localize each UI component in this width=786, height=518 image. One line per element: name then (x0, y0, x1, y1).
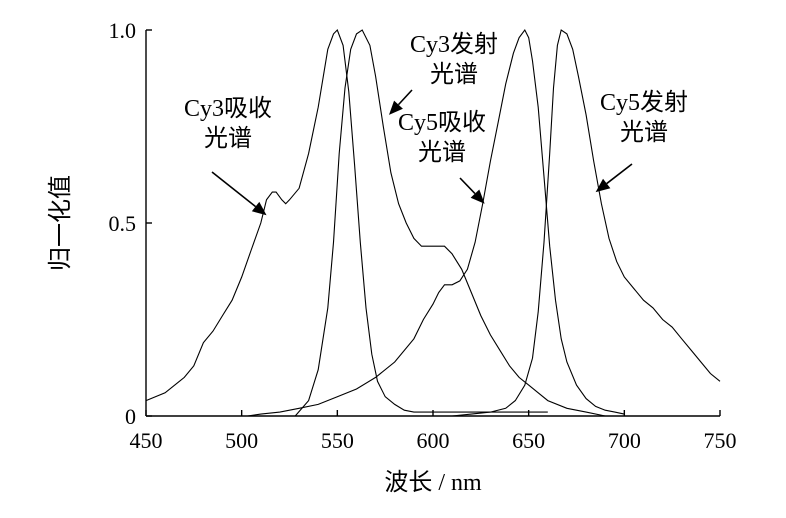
annotation-arrow-line (211, 171, 257, 208)
annotation-arrow-head (251, 201, 267, 216)
x-tick-label: 650 (512, 428, 545, 453)
annotation-label: 光谱 (204, 125, 252, 152)
y-tick-label: 1.0 (109, 18, 137, 43)
x-tick-label: 500 (225, 428, 258, 453)
annotation-arrow-head (595, 178, 611, 193)
x-tick-label: 600 (417, 428, 450, 453)
curve-1 (145, 28, 548, 413)
annotation-label: 光谱 (620, 119, 668, 146)
y-axis-title: 归一化值 (47, 175, 74, 271)
x-tick-label: 700 (608, 428, 641, 453)
annotation-label: Cy5发射 (600, 89, 688, 116)
annotation-arrow-line (606, 163, 633, 185)
annotation-label: 光谱 (430, 61, 478, 88)
x-tick-label: 450 (130, 428, 163, 453)
curve-2 (294, 29, 606, 417)
ticks-layer: 450 500 550 600 650 700 750 0 0.5 1.0 (109, 18, 737, 453)
annotation-label: Cy5吸收 (398, 109, 486, 136)
y-tick-label: 0 (125, 404, 136, 429)
x-axis-title: 波长 / nm (384, 469, 482, 496)
curve-4 (452, 29, 721, 417)
curve-3 (247, 28, 625, 417)
curves-layer (145, 28, 721, 417)
annotation-label: Cy3吸收 (184, 95, 272, 122)
y-tick-label: 0.5 (109, 211, 137, 236)
x-tick-label: 750 (704, 428, 737, 453)
annotation-arrow-line (397, 89, 413, 106)
annotation-label: 光谱 (418, 139, 466, 166)
annotation-arrow-line (459, 177, 476, 195)
annotation-arrow-head (388, 100, 403, 115)
annotation-label: Cy3发射 (410, 31, 498, 58)
annotation-arrow-head (470, 189, 485, 204)
x-tick-label: 550 (321, 428, 354, 453)
